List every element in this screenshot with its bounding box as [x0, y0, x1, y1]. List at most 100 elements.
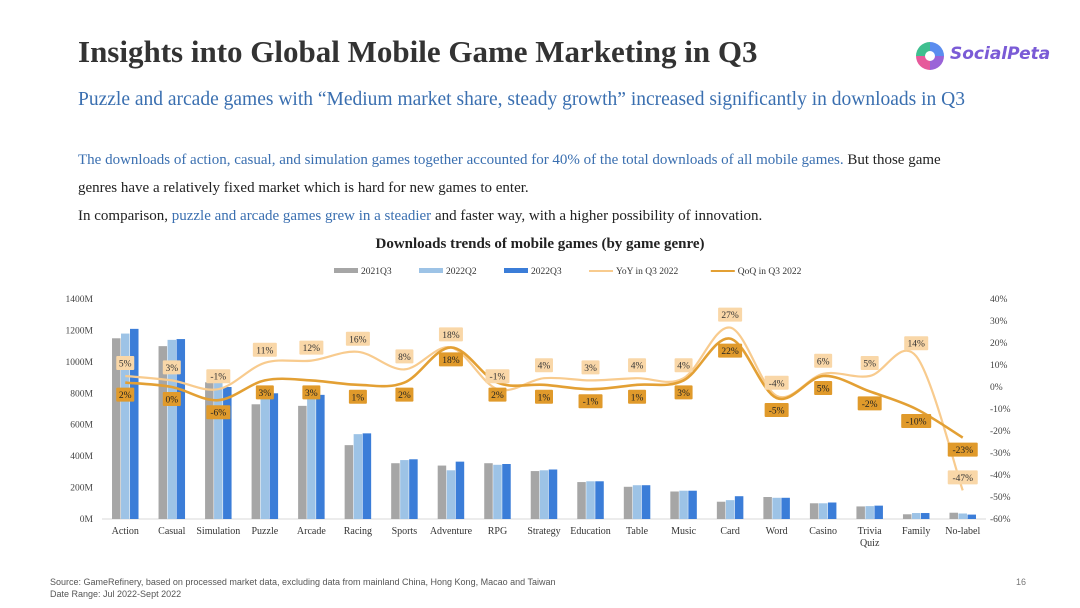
- yoy-data-label: 18%: [442, 331, 460, 341]
- x-tick-label: Card: [720, 526, 739, 537]
- x-tick-label: Action: [112, 526, 139, 537]
- bar-2022Q3: [316, 394, 325, 519]
- yoy-data-label-box: [206, 369, 231, 384]
- qoq-data-label-box: [348, 389, 367, 404]
- bar-2021Q3: [623, 486, 633, 519]
- qoq-data-label-box: [116, 387, 135, 402]
- paragraph-line-3: In comparison, puzzle and arcade games g…: [78, 208, 762, 225]
- qoq-data-label-box: [206, 405, 231, 420]
- yoy-data-label: 3%: [165, 364, 178, 374]
- yoy-data-label: 14%: [907, 340, 925, 350]
- bar-2022Q2: [493, 464, 502, 519]
- qoq-data-label: -23%: [952, 446, 973, 456]
- yoy-data-label-box: [904, 336, 929, 351]
- bar-2022Q3: [595, 481, 604, 519]
- y-left-tick-label: 0M: [80, 515, 94, 525]
- qoq-data-label-box: [718, 343, 743, 358]
- bar-2022Q3: [269, 393, 279, 519]
- yoy-data-label: 5%: [863, 360, 876, 370]
- qoq-data-label: -5%: [769, 407, 785, 417]
- yoy-data-label: -1%: [490, 373, 506, 383]
- qoq-data-label-box: [162, 392, 181, 406]
- yoy-data-label-box: [299, 340, 324, 355]
- x-tick-label: Word: [766, 526, 788, 537]
- y-left-tick-label: 1000M: [66, 358, 94, 368]
- bar-2022Q2: [772, 497, 781, 519]
- y-left-tick-label: 1200M: [66, 326, 94, 336]
- bar-2022Q2: [167, 339, 177, 519]
- paragraph-line-3-end: and faster way, with a higher possibilit…: [431, 208, 763, 224]
- bar-2022Q2: [818, 503, 828, 519]
- brand-name: SocialPeta: [950, 44, 1051, 64]
- qoq-data-label-box: [438, 352, 463, 367]
- legend-label: 2022Q3: [531, 267, 562, 277]
- bar-2022Q3: [967, 514, 976, 519]
- qoq-data-label-box: [578, 394, 603, 409]
- legend-swatch-2021Q3: [334, 268, 358, 273]
- qoq-data-label-box: [302, 385, 321, 400]
- bar-2022Q3: [688, 490, 697, 519]
- yoy-data-label-box: [345, 331, 370, 346]
- bar-2021Q3: [716, 501, 726, 519]
- yoy-data-label-box: [814, 353, 833, 368]
- bar-2021Q3: [856, 506, 865, 519]
- x-tick-label: Strategy: [527, 526, 560, 537]
- x-tick-label: Puzzle: [252, 526, 279, 537]
- bar-2021Q3: [251, 404, 261, 519]
- bar-2021Q3: [158, 346, 168, 519]
- bar-2022Q2: [911, 513, 921, 519]
- yoy-data-label-box: [674, 358, 693, 373]
- yoy-data-label-box: [162, 360, 181, 375]
- bar-2022Q2: [586, 481, 595, 519]
- qoq-data-label-box: [255, 385, 274, 400]
- qoq-data-label: -1%: [583, 398, 599, 408]
- yoy-data-label-box: [485, 369, 510, 384]
- qoq-data-label: 3%: [677, 389, 690, 399]
- y-right-tick-label: -40%: [990, 471, 1011, 481]
- yoy-data-label-box: [947, 470, 978, 485]
- y-right-tick-label: 20%: [990, 339, 1008, 349]
- yoy-data-label: 12%: [303, 344, 321, 354]
- bar-2022Q2: [632, 485, 642, 519]
- qoq-data-label: 22%: [721, 347, 739, 357]
- y-right-tick-label: -20%: [990, 427, 1011, 437]
- yoy-data-label: -1%: [210, 373, 226, 383]
- y-right-tick-label: 40%: [990, 295, 1008, 305]
- bar-2021Q3: [670, 491, 679, 519]
- yoy-data-label-box: [581, 360, 600, 375]
- chart-title: Downloads trends of mobile games (by gam…: [375, 236, 705, 252]
- legend-swatch-2022Q2: [419, 268, 443, 273]
- yoy-data-label: 16%: [349, 335, 367, 345]
- qoq-data-label: -2%: [862, 400, 878, 410]
- y-right-tick-label: -10%: [990, 405, 1011, 415]
- y-right-tick-label: -50%: [990, 493, 1011, 503]
- qoq-data-label: 5%: [817, 385, 830, 395]
- yoy-data-label: 4%: [677, 362, 690, 372]
- paragraph-line-3-start: In comparison,: [78, 208, 172, 224]
- x-tick-label: Education: [570, 526, 611, 537]
- bar-2022Q3: [176, 339, 186, 519]
- yoy-data-label: 11%: [256, 346, 273, 356]
- x-tick-label: RPG: [488, 526, 507, 537]
- qoq-data-label: 2%: [119, 391, 132, 401]
- yoy-data-label: 4%: [631, 362, 644, 372]
- bar-2022Q3: [223, 387, 232, 519]
- x-tick-label: Music: [671, 526, 697, 537]
- qoq-data-label-box: [628, 389, 647, 404]
- yoy-data-label-box: [535, 358, 553, 373]
- bar-2022Q3: [548, 469, 558, 519]
- qoq-data-label-box: [395, 387, 414, 402]
- bar-2022Q3: [874, 505, 883, 519]
- qoq-data-label: 1%: [538, 393, 551, 403]
- qoq-data-label: 3%: [259, 389, 272, 399]
- bar-2022Q2: [214, 380, 223, 519]
- yoy-data-label-box: [438, 327, 463, 342]
- bar-2022Q3: [409, 459, 418, 519]
- x-tick-label-line2: Quiz: [860, 538, 880, 549]
- bar-2021Q3: [763, 497, 772, 519]
- y-left-tick-label: 600M: [70, 421, 93, 431]
- yoy-data-label: -47%: [952, 474, 973, 484]
- x-tick-label: Family: [902, 526, 930, 537]
- y-right-tick-label: 0%: [990, 383, 1003, 393]
- yoy-line: [125, 326, 964, 491]
